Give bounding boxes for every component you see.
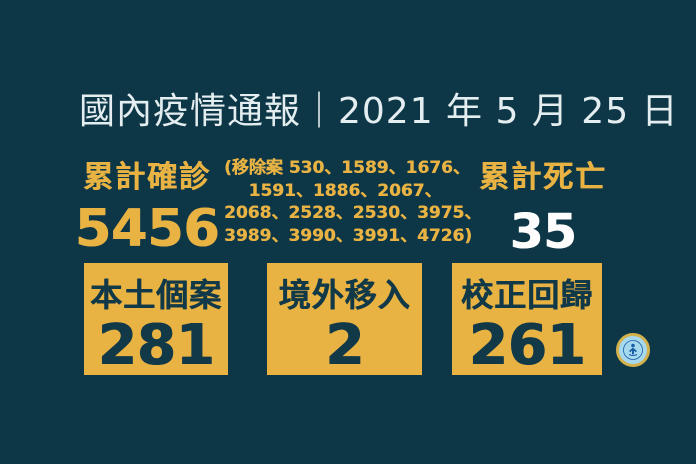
removed-cases-note-line: 1591、1886、2067、 (248, 180, 442, 201)
local-cases-value: 281 (97, 313, 215, 378)
backlog-corrected-label: 校正回歸 (460, 276, 593, 314)
removed-cases-note-line: 2068、2528、2530、3975、 (224, 203, 482, 223)
removed-cases-note: (移除案 530、1589、1676、 1591、1886、2067、 2068… (224, 157, 482, 247)
taiwan-cdc-badge-icon (616, 333, 650, 367)
removed-cases-note-line: (移除案 530、1589、1676、 (224, 158, 470, 178)
cumulative-deaths-value: 35 (509, 204, 577, 260)
local-cases-label: 本土個案 (89, 276, 222, 314)
backlog-corrected-box: 校正回歸 261 (452, 263, 602, 375)
cumulative-confirmed-value: 5456 (74, 199, 220, 259)
page-title: 國內疫情通報｜2021 年 5 月 25 日 (79, 91, 679, 132)
cumulative-deaths-stat: 累計死亡 35 (468, 152, 618, 256)
imported-cases-box: 境外移入 2 (267, 263, 422, 375)
cumulative-confirmed-stat: 累計確診 5456 (72, 152, 222, 255)
removed-cases-note-line: 3989、3990、3991、4726) (224, 225, 473, 246)
imported-cases-label: 境外移入 (278, 276, 411, 314)
cumulative-confirmed-label: 累計確診 (83, 160, 211, 195)
local-cases-box: 本土個案 281 (84, 263, 228, 375)
backlog-corrected-value: 261 (468, 313, 586, 378)
imported-cases-value: 2 (325, 313, 364, 378)
cumulative-deaths-label: 累計死亡 (479, 160, 607, 195)
